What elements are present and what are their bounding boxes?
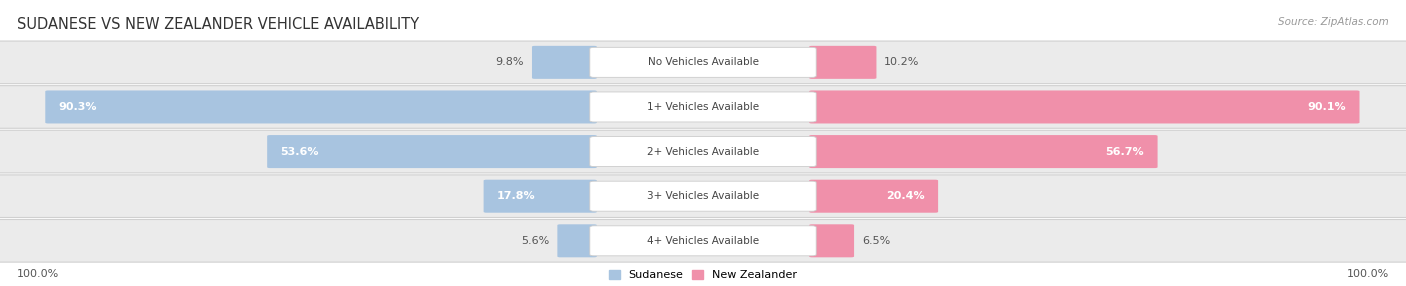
FancyBboxPatch shape [810,224,853,257]
FancyBboxPatch shape [531,46,596,79]
FancyBboxPatch shape [557,224,596,257]
Text: No Vehicles Available: No Vehicles Available [648,57,758,67]
Text: 100.0%: 100.0% [1347,269,1389,279]
FancyBboxPatch shape [591,181,815,211]
Text: 9.8%: 9.8% [496,57,524,67]
FancyBboxPatch shape [810,135,1157,168]
Text: 90.1%: 90.1% [1308,102,1346,112]
FancyBboxPatch shape [591,47,815,77]
Text: 20.4%: 20.4% [886,191,925,201]
FancyBboxPatch shape [0,175,1406,217]
FancyBboxPatch shape [591,92,815,122]
FancyBboxPatch shape [591,226,815,256]
Text: SUDANESE VS NEW ZEALANDER VEHICLE AVAILABILITY: SUDANESE VS NEW ZEALANDER VEHICLE AVAILA… [17,17,419,32]
Text: 2+ Vehicles Available: 2+ Vehicles Available [647,147,759,156]
Text: 4+ Vehicles Available: 4+ Vehicles Available [647,236,759,246]
FancyBboxPatch shape [0,220,1406,262]
Text: 100.0%: 100.0% [17,269,59,279]
Text: Source: ZipAtlas.com: Source: ZipAtlas.com [1278,17,1389,27]
Text: 6.5%: 6.5% [862,236,890,246]
Text: 3+ Vehicles Available: 3+ Vehicles Available [647,191,759,201]
Text: 53.6%: 53.6% [281,147,319,156]
FancyBboxPatch shape [0,86,1406,128]
FancyBboxPatch shape [0,41,1406,84]
FancyBboxPatch shape [0,130,1406,173]
Text: 90.3%: 90.3% [59,102,97,112]
FancyBboxPatch shape [484,180,596,213]
Text: 10.2%: 10.2% [884,57,920,67]
Text: 1+ Vehicles Available: 1+ Vehicles Available [647,102,759,112]
Text: 56.7%: 56.7% [1105,147,1144,156]
FancyBboxPatch shape [810,46,876,79]
FancyBboxPatch shape [267,135,596,168]
FancyBboxPatch shape [591,137,815,166]
FancyBboxPatch shape [45,90,596,124]
Legend: Sudanese, New Zealander: Sudanese, New Zealander [609,270,797,281]
FancyBboxPatch shape [810,180,938,213]
Text: 5.6%: 5.6% [522,236,550,246]
Text: 17.8%: 17.8% [496,191,536,201]
FancyBboxPatch shape [810,90,1360,124]
